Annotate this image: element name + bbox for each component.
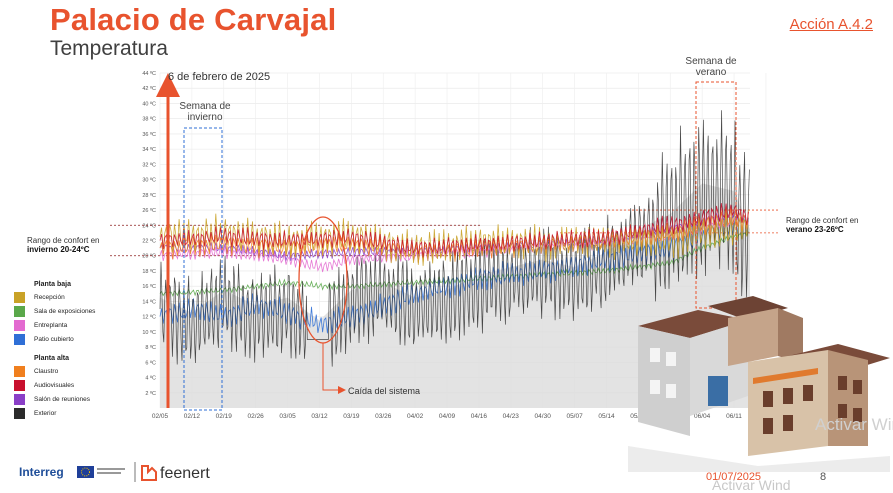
system-failure-label: Caída del sistema [348, 386, 421, 396]
legend-upper-swatch [14, 408, 25, 419]
winter-week-label: Semana de invierno [179, 101, 231, 123]
legend-ground-swatch [14, 306, 25, 317]
exterior-area [160, 183, 750, 408]
footer-date: 01/07/2025 [706, 471, 762, 483]
x-tick-label: 02/05 [152, 413, 169, 420]
y-tick-label: 32 ºC [142, 161, 156, 168]
legend-upper-label: Exterior [34, 410, 57, 417]
y-tick-label: 36 ºC [142, 131, 156, 138]
x-tick-label: 04/16 [471, 413, 488, 420]
y-tick-label: 30 ºC [142, 177, 156, 184]
page-title: Palacio de Carvajal [50, 2, 337, 37]
series-line-audiovisuales [159, 203, 749, 258]
y-tick-label: 10 ºC [142, 329, 156, 336]
y-tick-label: 4 ºC [145, 375, 156, 382]
legend-ground-label: Entreplanta [34, 322, 68, 329]
system-failure-arrow [322, 343, 346, 394]
x-tick-label: 06/11 [726, 413, 742, 420]
legend-ground-label: Recepción [34, 294, 65, 301]
y-tick-label: 6 ºC [145, 359, 156, 366]
x-tick-label: 03/19 [343, 413, 360, 420]
series-line-exterior [159, 110, 750, 367]
x-tick-label: 02/26 [248, 413, 265, 420]
comfort-summer-label: Rango de confort en verano 23-26ºC [786, 216, 859, 234]
exterior-shaded-area [160, 183, 750, 408]
x-tick-label: 05/07 [566, 413, 583, 420]
legend-upper-item: Exterior [14, 407, 124, 421]
interreg-logo [19, 464, 129, 487]
page-number: 8 [820, 471, 827, 483]
y-tick-label: 18 ºC [142, 268, 156, 275]
feenert-label: feenert [160, 465, 210, 482]
y-tick-label: 28 ºC [142, 192, 156, 199]
legend-upper-swatch [14, 394, 25, 405]
legend-upper-item: Claustro [14, 365, 124, 379]
x-tick-label: 02/19 [216, 413, 233, 420]
start-date-label: 6 de febrero de 2025 [168, 71, 271, 83]
y-tick-label: 22 ºC [142, 238, 156, 245]
y-tick-label: 8 ºC [145, 344, 156, 351]
x-tick-label: 05/14 [598, 413, 615, 420]
x-tick-label: 04/02 [407, 413, 424, 420]
y-tick-label: 12 ºC [142, 314, 156, 321]
y-axis-ticks: 2 ºC 4 ºC 6 ºC 8 ºC 10 ºC 12 ºC 14 ºC 16 ºC 18 º… [142, 70, 156, 397]
chart-legend: Planta baja Recepción Sala de exposicione… [14, 281, 124, 421]
legend-ground-swatch [14, 292, 25, 303]
legend-group-ground: Planta baja [34, 281, 71, 288]
legend-ground-item: Entreplanta [14, 319, 124, 333]
y-tick-label: 44 ºC [142, 70, 156, 77]
legend-upper-swatch [14, 366, 25, 377]
activation-watermark-2: Activar Wind [712, 477, 791, 493]
series-line-sala-de-exposiciones [159, 231, 749, 298]
legend-upper-swatch [14, 380, 25, 391]
y-tick-label: 40 ºC [142, 100, 156, 107]
y-tick-label: 2 ºC [145, 390, 156, 397]
legend-upper-item: Salón de reuniones [14, 393, 124, 407]
x-tick-label: 04/09 [439, 413, 456, 420]
series-lines [159, 110, 750, 367]
x-tick-label: 04/23 [503, 413, 520, 420]
x-tick-label: 04/30 [535, 413, 552, 420]
page-subtitle: Temperatura [50, 37, 168, 60]
y-tick-label: 24 ºC [142, 222, 156, 229]
comfort-winter-label: Rango de confort en invierno 20-24ºC [27, 236, 100, 254]
legend-ground-label: Patio cubierto [34, 336, 74, 343]
y-tick-label: 42 ºC [142, 85, 156, 92]
x-tick-label: 03/05 [279, 413, 296, 420]
y-tick-label: 34 ºC [142, 146, 156, 153]
y-tick-label: 38 ºC [142, 116, 156, 123]
action-link[interactable]: Acción A.4.2 [789, 16, 873, 33]
activation-watermark: Activar Wind [815, 415, 893, 434]
legend-upper-label: Claustro [34, 368, 59, 375]
summer-week-label: Semana de verano [685, 56, 737, 78]
legend-ground-swatch [14, 320, 25, 331]
x-tick-label: 06/04 [694, 413, 711, 420]
legend-upper-label: Salón de reuniones [34, 396, 91, 403]
y-tick-label: 14 ºC [142, 298, 156, 305]
legend-ground-item: Patio cubierto [14, 333, 124, 347]
series-line-claustro [159, 207, 749, 264]
feenert-logo [134, 460, 170, 489]
interreg-label: Interreg [19, 465, 64, 479]
legend-upper-item: Audiovisuales [14, 379, 124, 393]
building-illustration [628, 296, 890, 472]
y-tick-label: 20 ºC [142, 253, 156, 260]
legend-upper-label: Audiovisuales [34, 382, 75, 389]
legend-ground-item: Sala de exposiciones [14, 305, 124, 319]
x-tick-label: 03/26 [375, 413, 392, 420]
y-tick-label: 26 ºC [142, 207, 156, 214]
legend-group-upper: Planta alta [34, 355, 70, 362]
legend-ground-swatch [14, 334, 25, 345]
legend-ground-item: Recepción [14, 291, 124, 305]
y-tick-label: 16 ºC [142, 283, 156, 290]
x-tick-label: 02/12 [184, 413, 201, 420]
legend-ground-label: Sala de exposiciones [34, 308, 96, 315]
x-tick-label: 03/12 [311, 413, 328, 420]
